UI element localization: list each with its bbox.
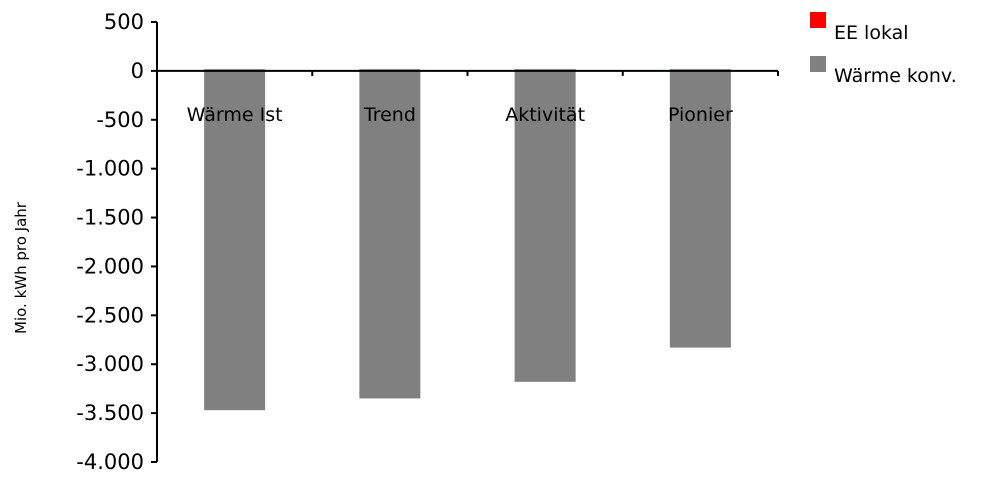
y-tick-label: -3.500	[76, 401, 144, 425]
y-tick-label: 0	[131, 59, 144, 83]
x-ticks-layer	[156, 70, 779, 76]
category-labels: Wärme Ist Trend Aktivität Pionier	[187, 104, 733, 126]
y-tick-label: 500	[104, 10, 144, 34]
category-label: Pionier	[668, 104, 733, 126]
y-tick-label: -1.000	[76, 157, 144, 181]
legend-swatch	[810, 12, 826, 28]
y-ticks-layer: 500 0 -500 -1.000 -1.500 -2.000 -2.500 -3.000 -3…	[76, 10, 157, 474]
bar-w-rme-konv-	[359, 70, 421, 399]
y-tick-label: -4.000	[76, 450, 144, 474]
category-label: Wärme Ist	[187, 104, 283, 126]
category-label: Aktivität	[505, 104, 585, 126]
bars-layer	[204, 69, 731, 411]
bar-w-rme-konv-	[514, 70, 576, 382]
y-tick-label: -500	[96, 108, 144, 132]
y-axis-title: Mio. kWh pro Jahr	[12, 201, 30, 334]
y-tick-label: -2.500	[76, 303, 144, 327]
y-tick-label: -3.000	[76, 352, 144, 376]
category-label: Trend	[363, 104, 416, 126]
legend-label: Wärme konv.	[834, 65, 957, 87]
bar-w-rme-konv-	[204, 70, 266, 411]
bar-w-rme-konv-	[669, 70, 731, 348]
legend-label: EE lokal	[834, 22, 909, 44]
legend-swatch	[810, 56, 826, 72]
y-tick-label: -2.000	[76, 254, 144, 278]
legend: EE lokal Wärme konv.	[810, 12, 957, 87]
y-tick-label: -1.500	[76, 206, 144, 230]
